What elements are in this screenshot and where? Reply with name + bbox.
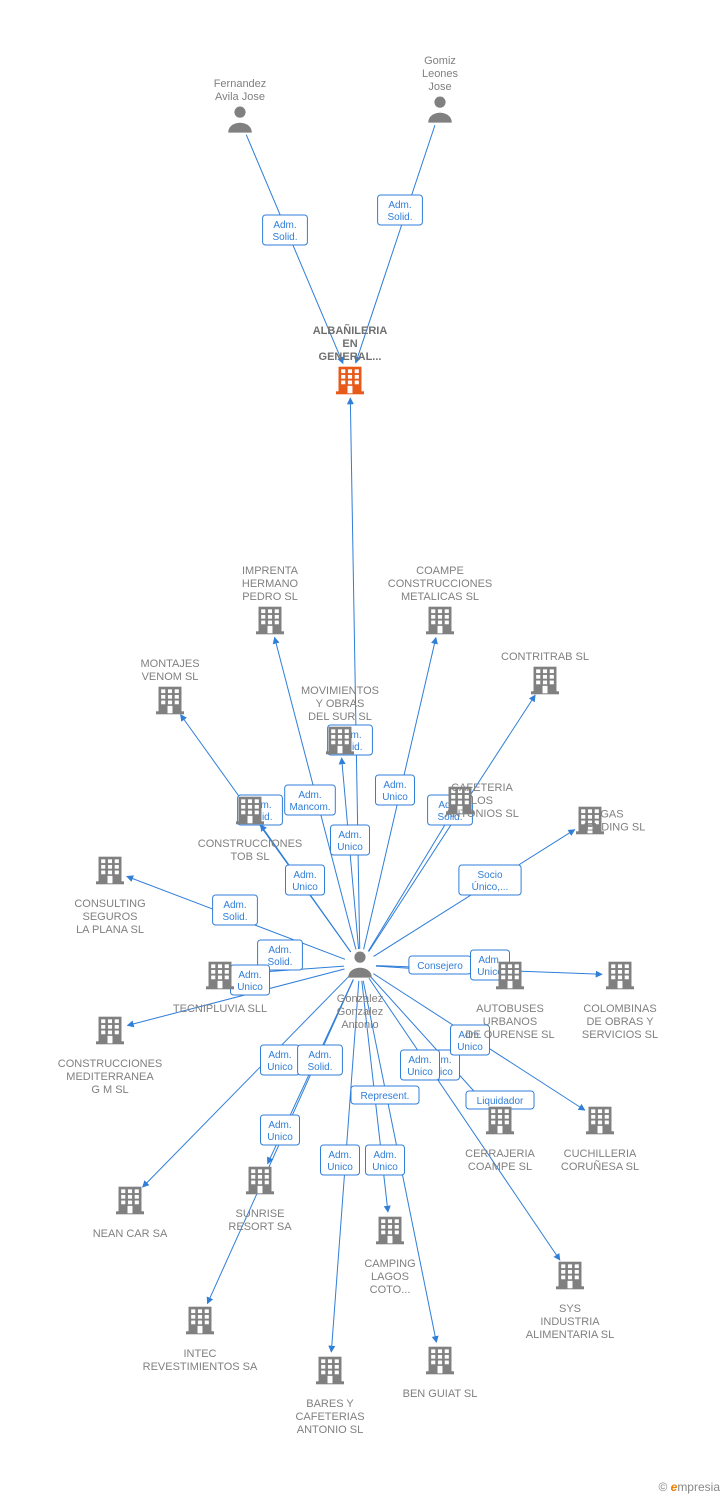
person-node[interactable]: GonzalezGonzalezAntonio	[337, 952, 383, 1031]
node-label: MOVIMIENTOSY OBRASDEL SUR SL	[301, 685, 379, 723]
edge-label: Consejero	[417, 961, 463, 972]
node-label: CERRAJERIACOAMPE SL	[465, 1148, 535, 1173]
edge-label: Adm.Unico	[267, 1120, 293, 1143]
person-icon	[428, 97, 452, 123]
building-icon	[586, 1107, 614, 1135]
building-icon	[426, 1347, 454, 1375]
building-icon	[531, 667, 559, 695]
company-node[interactable]: CONSTRUCCIONESMEDITERRANEAG M SL	[58, 1017, 163, 1096]
building-icon	[486, 1107, 514, 1135]
building-icon	[116, 1187, 144, 1215]
node-label: INTECREVESTIMIENTOS SA	[143, 1348, 258, 1373]
building-icon	[336, 367, 364, 395]
edge-label: Adm.Solid.	[387, 200, 412, 223]
company-node[interactable]: GASVENDING SL	[576, 807, 645, 835]
building-icon	[496, 962, 524, 990]
building-icon	[156, 687, 184, 715]
company-node[interactable]: CERRAJERIACOAMPE SL	[465, 1107, 535, 1173]
node-label: TECNIPLUVIA SLL	[173, 1003, 267, 1015]
company-node[interactable]: ALBAÑILERIAENGENERAL...	[313, 324, 388, 394]
person-node[interactable]: FernandezAvila Jose	[214, 78, 267, 133]
building-icon	[206, 962, 234, 990]
edge-label: Represent.	[361, 1091, 410, 1102]
node-label: CONTRITRAB SL	[501, 651, 589, 663]
company-node[interactable]: IMPRENTAHERMANOPEDRO SL	[242, 565, 299, 634]
node-label: BARES YCAFETERIASANTONIO SL	[295, 1398, 364, 1436]
edge-label: Adm.Unico	[372, 1150, 398, 1173]
node-label: COAMPECONSTRUCCIONESMETALICAS SL	[388, 565, 493, 603]
edge-label: Adm.Unico	[382, 780, 408, 803]
footer-credit: © empresia	[658, 1480, 720, 1494]
building-icon	[376, 1217, 404, 1245]
building-icon	[326, 727, 354, 755]
edge-label: Adm.Solid.	[267, 945, 292, 968]
node-label: GonzalezGonzalezAntonio	[337, 993, 383, 1031]
person-node[interactable]: GomizLeonesJose	[422, 55, 459, 123]
node-label: NEAN CAR SA	[93, 1228, 168, 1240]
node-label: CAMPINGLAGOSCOTO...	[364, 1258, 415, 1296]
network-diagram: Adm.Solid.Adm.Solid.Adm.Solid.Adm.Mancom…	[0, 0, 728, 1500]
building-icon	[426, 607, 454, 635]
node-label: CONSTRUCCIONESTOB SL	[198, 838, 303, 863]
building-icon	[246, 1167, 274, 1195]
node-label: BEN GUIAT SL	[403, 1388, 478, 1400]
building-icon	[96, 857, 124, 885]
company-node[interactable]: CUCHILLERIACORUÑESA SL	[561, 1107, 639, 1173]
edge-label: Adm.Solid.	[307, 1050, 332, 1073]
building-icon	[256, 607, 284, 635]
company-node[interactable]: INTECREVESTIMIENTOS SA	[143, 1307, 258, 1373]
node-label: SUNRISERESORT SA	[228, 1208, 292, 1233]
building-icon	[236, 797, 264, 825]
company-node[interactable]: BEN GUIAT SL	[403, 1347, 478, 1400]
edge-label: Adm.Unico	[237, 970, 263, 993]
edge-label: Adm.Unico	[327, 1150, 353, 1173]
building-icon	[316, 1357, 344, 1385]
node-label: IMPRENTAHERMANOPEDRO SL	[242, 565, 299, 603]
edge-label: Adm.Unico	[407, 1055, 433, 1078]
building-icon	[186, 1307, 214, 1335]
company-node[interactable]: SUNRISERESORT SA	[228, 1167, 292, 1233]
company-node[interactable]: CAMPINGLAGOSCOTO...	[364, 1217, 415, 1296]
edge-label: Adm.Solid.	[272, 220, 297, 243]
company-node[interactable]: NEAN CAR SA	[93, 1187, 168, 1240]
node-label: CONSTRUCCIONESMEDITERRANEAG M SL	[58, 1058, 163, 1096]
node-label: AUTOBUSESURBANOSDE OURENSE SL	[465, 1003, 554, 1041]
building-icon	[96, 1017, 124, 1045]
node-label: SYSINDUSTRIAALIMENTARIA SL	[526, 1303, 614, 1341]
company-node[interactable]: CAFETERIALOSANTONIOS SL	[445, 782, 519, 820]
edge-label: Adm.Unico	[337, 830, 363, 853]
company-node[interactable]: COAMPECONSTRUCCIONESMETALICAS SL	[388, 565, 493, 634]
company-node[interactable]: MONTAJESVENOM SL	[140, 658, 199, 714]
edge-label: Adm.Unico	[292, 870, 318, 893]
node-label: MONTAJESVENOM SL	[140, 658, 199, 683]
node-label: CUCHILLERIACORUÑESA SL	[561, 1148, 639, 1173]
node-label: FernandezAvila Jose	[214, 78, 267, 103]
copyright-symbol: ©	[658, 1480, 667, 1494]
edge-label: Adm.Unico	[267, 1050, 293, 1073]
building-icon	[606, 962, 634, 990]
person-icon	[348, 952, 372, 978]
company-node[interactable]: BARES YCAFETERIASANTONIO SL	[295, 1357, 364, 1436]
edge-label: Adm.Solid.	[222, 900, 247, 923]
node-label: GomizLeonesJose	[422, 55, 459, 93]
brand-rest: mpresia	[677, 1480, 720, 1494]
company-node[interactable]: SYSINDUSTRIAALIMENTARIA SL	[526, 1262, 614, 1341]
node-label: ALBAÑILERIAENGENERAL...	[313, 324, 388, 363]
node-label: CONSULTINGSEGUROSLA PLANA SL	[74, 898, 145, 936]
person-icon	[228, 107, 252, 133]
company-node[interactable]: CONTRITRAB SL	[501, 651, 589, 694]
node-label: COLOMBINASDE OBRAS YSERVICIOS SL	[582, 1003, 658, 1041]
edge	[368, 815, 450, 951]
company-node[interactable]: CONSULTINGSEGUROSLA PLANA SL	[74, 857, 145, 936]
building-icon	[556, 1262, 584, 1290]
edge-label: Liquidador	[477, 1096, 524, 1107]
